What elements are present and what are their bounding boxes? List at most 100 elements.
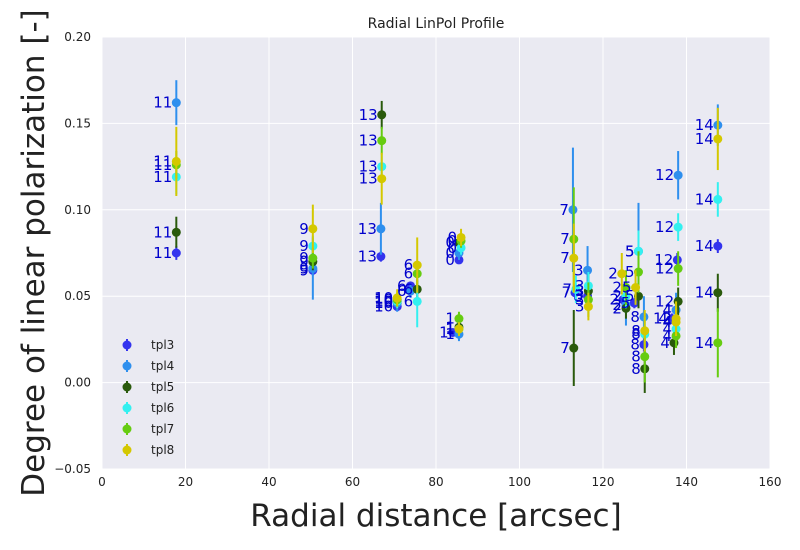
data-point [713, 288, 723, 298]
legend-item-tpl8: tpl8 [122, 443, 174, 457]
y-tick-label: 0.00 [64, 376, 91, 390]
point-label: 2 [612, 299, 622, 317]
series-tpl8 [171, 107, 723, 352]
x-tick-label: 0 [98, 475, 106, 489]
point-label: 11 [153, 244, 172, 262]
x-axis-label: Radial distance [arcsec] [250, 498, 621, 534]
point-label: 13 [358, 247, 377, 265]
point-label: 3 [574, 261, 584, 279]
point-label: 11 [153, 168, 172, 186]
x-tick-labels: 0 20 40 60 80 100 120 140 160 [98, 475, 781, 489]
data-point [171, 248, 181, 258]
point-label: 10 [374, 298, 393, 316]
point-label: 11 [153, 94, 172, 112]
data-point [640, 352, 650, 362]
point-label: 8 [630, 308, 640, 326]
point-label: 10 [374, 292, 393, 310]
point-label: 9 [299, 249, 309, 267]
point-label: 2 [609, 291, 619, 309]
legend-label: tpl4 [151, 359, 174, 373]
legend-marker [122, 382, 132, 392]
point-label: 4 [663, 313, 673, 331]
point-label: 0 [448, 239, 458, 257]
point-label: 5 [625, 242, 635, 260]
data-series [171, 80, 723, 393]
data-point [454, 314, 464, 324]
point-label: 5 [625, 263, 635, 281]
x-tick-label: 140 [675, 475, 698, 489]
data-point [617, 269, 627, 279]
point-label: 9 [299, 253, 309, 271]
point-label: 9 [299, 261, 309, 279]
data-point [454, 324, 464, 334]
legend-label: tpl3 [151, 338, 174, 352]
legend-marker [122, 403, 132, 413]
legend-marker [122, 445, 132, 455]
data-point [673, 170, 683, 180]
point-label: 3 [574, 287, 584, 305]
point-label: 8 [631, 360, 641, 378]
data-point [621, 283, 631, 293]
data-point [713, 338, 723, 348]
point-label: 4 [663, 327, 673, 345]
point-label: 12 [655, 260, 674, 278]
data-point [569, 253, 579, 263]
point-label: 12 [655, 218, 674, 236]
point-label: 6 [404, 292, 414, 310]
y-tick-label: −0.05 [54, 462, 91, 476]
point-label: 6 [404, 280, 414, 298]
point-label: 0 [445, 234, 455, 252]
point-label: 12 [655, 166, 674, 184]
point-label: 8 [631, 325, 641, 343]
point-label: 0 [445, 251, 455, 269]
x-tick-label: 80 [428, 475, 443, 489]
data-point [308, 224, 318, 234]
data-point [377, 174, 387, 184]
point-label: 14 [695, 284, 714, 302]
data-point [569, 343, 579, 353]
point-label: 1 [439, 323, 449, 341]
legend-label: tpl8 [151, 443, 174, 457]
point-label: 4 [660, 334, 670, 352]
point-label: 13 [359, 158, 378, 176]
point-label: 7 [560, 230, 570, 248]
y-tick-labels: −0.05 0.00 0.05 0.10 0.15 0.20 [54, 30, 91, 476]
y-tick-label: 0.20 [64, 30, 91, 44]
point-label: 2 [612, 279, 622, 297]
point-label: 11 [153, 156, 172, 174]
point-label: 4 [663, 320, 673, 338]
gridlines [101, 36, 771, 470]
point-label: 14 [695, 116, 714, 134]
point-label: 1 [445, 318, 455, 336]
point-label: 1 [445, 320, 455, 338]
data-point [376, 224, 386, 234]
point-label: 2 [612, 287, 622, 305]
x-tick-label: 40 [261, 475, 276, 489]
x-tick-label: 120 [592, 475, 615, 489]
data-point [171, 98, 181, 108]
point-label: 5 [625, 287, 635, 305]
data-point [583, 265, 593, 275]
point-label: 8 [631, 322, 641, 340]
point-label: 12 [653, 310, 672, 328]
legend-item-tpl6: tpl6 [122, 401, 174, 415]
data-point [308, 253, 318, 263]
point-label: 10 [374, 292, 393, 310]
data-point [456, 232, 466, 242]
x-tick-label: 100 [508, 475, 531, 489]
legend-item-tpl7: tpl7 [122, 422, 174, 436]
point-label: 14 [695, 237, 714, 255]
data-point [376, 251, 386, 261]
point-label: 13 [358, 220, 377, 238]
legend: tpl3 tpl4 tpl5 tpl6 tpl7 tpl8 [122, 338, 174, 457]
y-tick-label: 0.10 [64, 203, 91, 217]
point-label: 9 [299, 260, 309, 278]
legend-label: tpl7 [151, 422, 174, 436]
data-point [377, 136, 387, 146]
data-point [713, 241, 723, 251]
x-tick-label: 60 [345, 475, 360, 489]
data-point [171, 156, 181, 166]
chart-title: Radial LinPol Profile [368, 16, 505, 32]
point-label: 6 [404, 256, 414, 274]
